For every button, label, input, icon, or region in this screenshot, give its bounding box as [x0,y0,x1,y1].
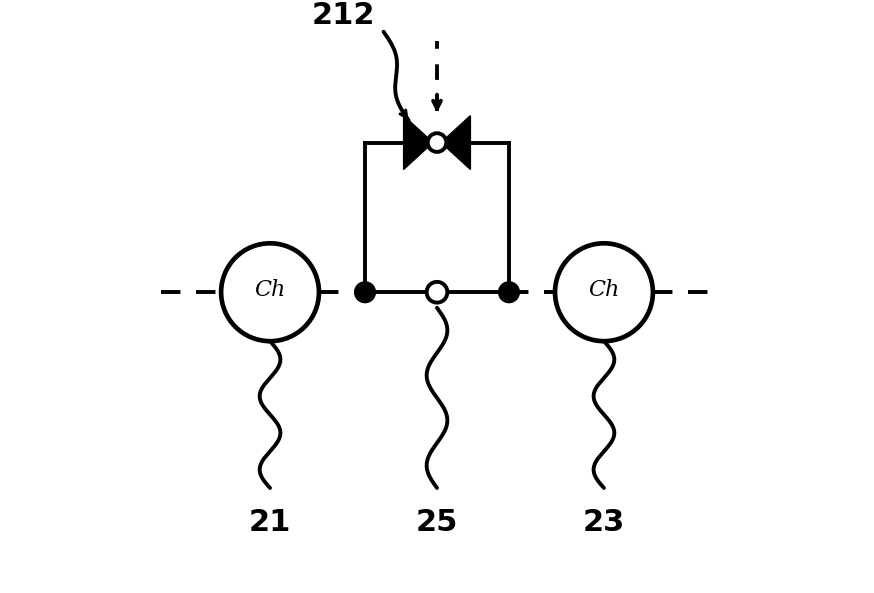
Polygon shape [441,116,470,170]
Circle shape [555,243,653,341]
Circle shape [427,282,447,302]
Text: 212: 212 [312,1,375,30]
Circle shape [221,243,319,341]
Circle shape [355,282,376,302]
Text: Ch: Ch [254,279,286,301]
Text: 23: 23 [583,508,625,537]
Circle shape [498,282,519,302]
Polygon shape [404,116,433,170]
Circle shape [427,133,447,152]
Text: Ch: Ch [588,279,620,301]
Text: 25: 25 [416,508,458,537]
Text: 21: 21 [249,508,291,537]
